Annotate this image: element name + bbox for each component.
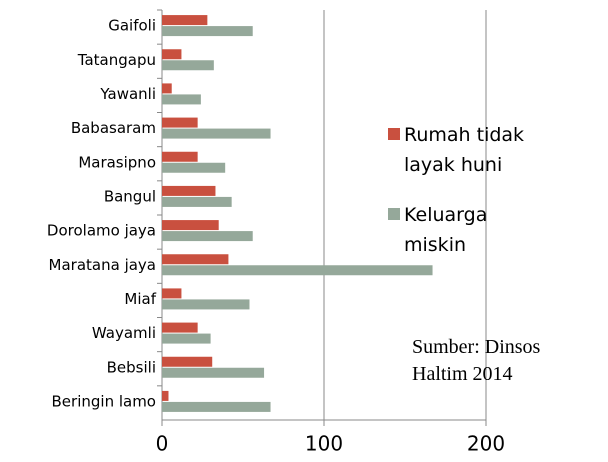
bar xyxy=(162,151,198,162)
x-tick-label: 200 xyxy=(467,432,505,456)
bar xyxy=(162,117,198,128)
bar xyxy=(162,390,169,401)
bar xyxy=(162,128,271,139)
bar xyxy=(162,254,229,265)
bar xyxy=(162,26,253,37)
y-tick-label: Wayamli xyxy=(92,324,156,342)
y-tick-label: Dorolamo jaya xyxy=(47,222,156,240)
bar xyxy=(162,185,216,196)
bar xyxy=(162,367,265,378)
x-tick-label: 0 xyxy=(156,432,169,456)
bar xyxy=(162,265,433,276)
bar xyxy=(162,94,201,105)
x-tick-label: 100 xyxy=(305,432,343,456)
annotation: Sumber: Dinsos Haltim 2014 xyxy=(412,336,541,385)
bar xyxy=(162,288,182,299)
y-tick-label: Yawanli xyxy=(99,85,156,103)
y-tick-label: Babasaram xyxy=(71,119,156,137)
bar xyxy=(162,356,213,367)
legend-swatch xyxy=(388,128,400,140)
y-tick-label: Beringin lamo xyxy=(52,392,156,410)
y-tick-label: Gaifoli xyxy=(108,17,156,35)
y-tick-label: Bebsili xyxy=(107,358,156,376)
y-tick-label: Maratana jaya xyxy=(49,256,156,274)
bar xyxy=(162,322,198,333)
bar xyxy=(162,83,172,94)
y-tick-label: Marasipno xyxy=(78,153,156,171)
bar xyxy=(162,220,219,231)
y-tick-label: Bangul xyxy=(104,187,156,205)
bar xyxy=(162,196,232,207)
y-tick-label: Tatangapu xyxy=(77,51,156,69)
bar xyxy=(162,401,271,412)
bar xyxy=(162,333,211,344)
bar xyxy=(162,231,253,242)
bar xyxy=(162,49,182,60)
legend-label: Keluarga miskin xyxy=(404,204,488,256)
bar xyxy=(162,162,226,173)
legend-label: Rumah tidak layak huni xyxy=(404,124,525,176)
bar xyxy=(162,299,250,310)
bar xyxy=(162,15,208,26)
legend-swatch xyxy=(388,208,400,220)
y-tick-label: Miaf xyxy=(124,290,156,308)
bar xyxy=(162,60,214,71)
